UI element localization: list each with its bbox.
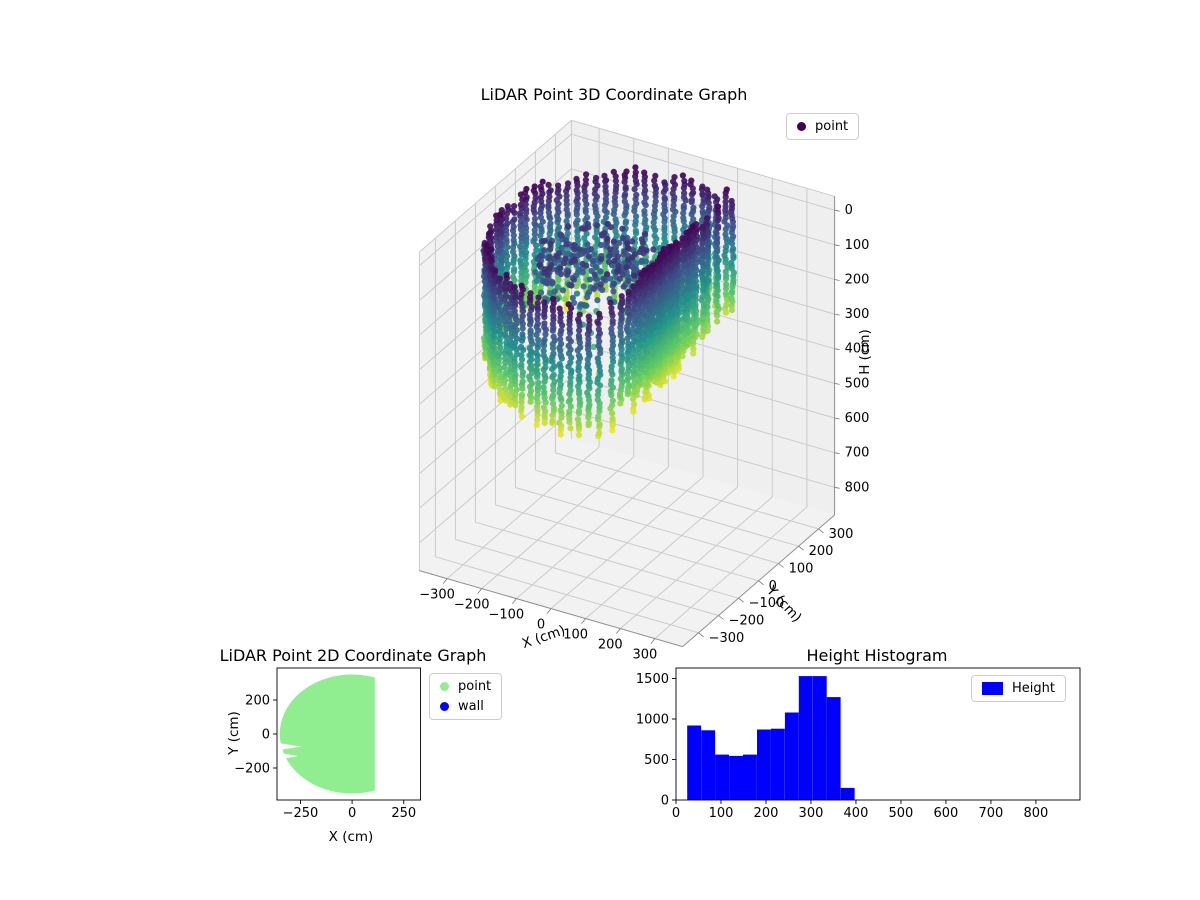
plot2d-ylabel: Y (cm) — [226, 711, 242, 755]
x-tick-label-hist: 100 — [709, 806, 734, 821]
y-tick-label-2d: 0 — [262, 728, 270, 743]
plot3d-points — [480, 164, 738, 439]
legend-item-wall-2d: wall — [440, 699, 491, 714]
x-tick-label-hist: 200 — [754, 806, 779, 821]
x-tick-label-3d: −300 — [419, 588, 455, 603]
h-tick-label-3d: 800 — [845, 480, 870, 495]
y-tick-label-hist: 500 — [644, 753, 669, 768]
y-tick-label-hist: 1500 — [636, 672, 669, 687]
plot3d-title: LiDAR Point 3D Coordinate Graph — [480, 85, 748, 104]
h-tick-label-3d: 500 — [845, 376, 870, 391]
height-patch-icon — [982, 682, 1003, 695]
legend-label-point-2d: point — [458, 679, 492, 694]
legend-label-point-3d: point — [815, 119, 849, 134]
lidar-shadow-notch — [277, 742, 302, 751]
h-tick-label-3d: 300 — [845, 307, 870, 322]
histogram-bar — [784, 712, 799, 800]
point-cloud-region — [279, 674, 375, 794]
histogram-bar — [757, 729, 771, 800]
y-tick-label-3d: 0 — [769, 579, 777, 594]
y-tick-label-3d: 100 — [789, 562, 814, 577]
lidar-shadow-notch — [277, 761, 291, 768]
lidar-shadow-notch — [277, 752, 298, 760]
histogram-bar — [687, 725, 702, 800]
y-tick-label-3d: 300 — [829, 527, 854, 542]
histogram-bar — [715, 754, 729, 800]
x-tick-label-3d: 100 — [563, 628, 588, 643]
x-tick-label-2d: 0 — [348, 806, 356, 821]
y-tick-label-2d: −200 — [234, 762, 270, 777]
x-tick-label-3d: 0 — [537, 618, 545, 633]
x-tick-label-hist: 500 — [889, 806, 914, 821]
h-tick-label-3d: 0 — [845, 203, 853, 218]
histogram-bar — [798, 676, 813, 800]
histogram-bar — [743, 754, 757, 800]
legend-label-height: Height — [1012, 681, 1055, 696]
point-marker-icon — [797, 122, 806, 131]
x-tick-label-3d: 200 — [598, 638, 623, 653]
y-tick-label-3d: 200 — [809, 544, 834, 559]
x-tick-label-hist: 700 — [979, 806, 1004, 821]
legend-item-point-2d: point — [440, 679, 491, 694]
histogram-bar — [701, 730, 716, 800]
plot2d-title: LiDAR Point 2D Coordinate Graph — [219, 646, 487, 665]
h-tick-label-3d: 600 — [845, 411, 870, 426]
plot3d-legend: point — [786, 113, 860, 140]
histogram-title: Height Histogram — [806, 646, 948, 665]
y-tick-label-3d: −300 — [709, 631, 745, 646]
x-tick-label-hist: 800 — [1023, 806, 1048, 821]
x-tick-label-hist: 400 — [844, 806, 869, 821]
x-tick-label-hist: 0 — [672, 806, 680, 821]
x-tick-label-3d: 300 — [633, 648, 658, 663]
y-tick-label-hist: 0 — [661, 794, 669, 809]
point-marker-icon — [440, 682, 449, 691]
x-tick-label-hist: 300 — [799, 806, 824, 821]
plot3d-axes: −300−200−1000100200300−300−200−100010020… — [418, 119, 873, 663]
h-tick-label-3d: 200 — [845, 272, 870, 287]
histogram-bar — [729, 755, 743, 800]
plot2d-xlabel: X (cm) — [328, 829, 374, 845]
y-tick-label-hist: 1000 — [636, 713, 669, 728]
y-tick-label-3d: −200 — [729, 613, 765, 628]
histogram-legend: Height — [971, 675, 1066, 702]
legend-item-height: Height — [982, 681, 1055, 696]
histogram-bar — [840, 787, 855, 800]
plot2d-axes: −250 0 250 −200 0 200 — [234, 667, 421, 821]
x-tick-label-3d: −100 — [489, 608, 525, 623]
y-tick-label-2d: 200 — [245, 694, 270, 709]
histogram-bar — [826, 697, 841, 800]
x-tick-label-2d: 250 — [391, 806, 416, 821]
legend-item-point-3d: point — [797, 119, 848, 134]
plot3d-zlabel: H (cm) — [857, 329, 873, 375]
h-tick-label-3d: 700 — [845, 446, 870, 461]
plot2d-legend: point wall — [429, 673, 503, 720]
h-tick-label-3d: 400 — [845, 342, 870, 357]
histogram-bar — [812, 676, 827, 800]
histogram-bar — [770, 728, 785, 800]
legend-label-wall-2d: wall — [458, 699, 484, 714]
x-tick-label-3d: −200 — [454, 598, 490, 613]
histogram-axes: 0 100 200 300 400 500 600 700 800 0 500 1000 1500 — [636, 667, 1081, 821]
h-tick-label-3d: 100 — [845, 238, 870, 253]
x-tick-label-2d: −250 — [283, 806, 319, 821]
wall-marker-icon — [440, 702, 449, 711]
y-tick-label-3d: −100 — [749, 596, 785, 611]
x-tick-label-hist: 600 — [934, 806, 959, 821]
